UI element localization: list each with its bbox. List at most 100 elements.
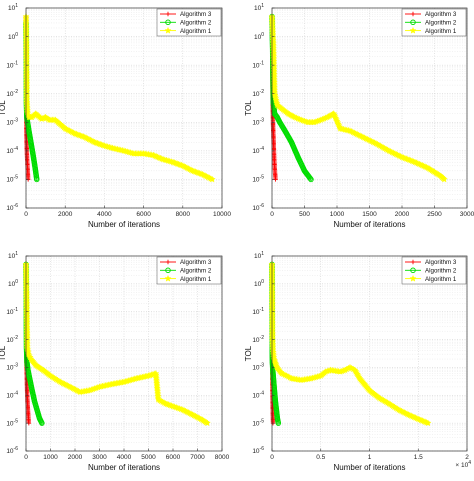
data-point: [34, 176, 40, 183]
x-tick-label: 2: [465, 454, 469, 461]
x-tick-label: 2000: [395, 211, 410, 218]
legend-label: Algorithm 1: [425, 276, 457, 283]
series-star-3: [268, 260, 432, 427]
axes-frame: [25, 7, 223, 209]
y-tick-label: 101: [8, 3, 18, 12]
y-axis-label: TOL: [244, 100, 253, 116]
x-tick-label: 6000: [136, 211, 151, 218]
y-axis-label: TOL: [244, 345, 253, 361]
x-tick-label: 3000: [92, 454, 107, 461]
legend-marker: [410, 11, 416, 17]
data-point: [424, 419, 432, 427]
legend-marker: [164, 26, 172, 34]
y-tick-label: 10-3: [6, 363, 18, 372]
x-tick-label: 0: [270, 211, 274, 218]
legend-marker: [409, 274, 417, 282]
legend-label: Algorithm 2: [180, 20, 212, 27]
y-tick-label: 100: [254, 279, 264, 288]
series-star-3: [22, 12, 216, 183]
x-tick-label: 1500: [362, 211, 377, 218]
x-tick-label: 1.5: [414, 454, 423, 461]
y-tick-label: 10-5: [6, 175, 18, 184]
y-tick-label: 10-1: [6, 307, 18, 316]
x-axis-label: Number of iterations: [333, 463, 405, 472]
x-tick-label: 4000: [117, 454, 132, 461]
x-tick-label: 3000: [460, 211, 474, 218]
legend-marker: [410, 267, 416, 274]
x-tick-label: 500: [299, 211, 310, 218]
x-tick-label: 8000: [176, 211, 191, 218]
legend-label: Algorithm 1: [425, 28, 457, 35]
x-axis-label: Number of iterations: [333, 220, 405, 229]
legend-label: Algorithm 2: [425, 268, 457, 275]
data-point: [307, 175, 314, 182]
subplot-4: 0 0.5 1 1.5 2 10-6 10-5 10-4 10-3 10-2 10-1 100 101 ×…: [244, 251, 471, 472]
y-tick-label: 10-1: [252, 307, 264, 316]
y-tick-label: 10-6: [6, 446, 18, 455]
x-tick-label: 8000: [215, 454, 230, 461]
grid: [25, 7, 223, 209]
legend-label: Algorithm 3: [180, 11, 212, 18]
legend-marker: [165, 11, 171, 17]
data-point: [208, 175, 216, 183]
x-tick-label: 2000: [58, 211, 73, 218]
y-tick-label: 10-3: [6, 117, 18, 126]
y-tick-label: 10-3: [252, 117, 264, 126]
y-axis-label: TOL: [0, 100, 7, 116]
y-tick-label: 10-1: [252, 60, 264, 69]
data-point: [203, 419, 211, 427]
legend-label: Algorithm 2: [425, 20, 457, 27]
y-tick-label: 10-5: [252, 418, 264, 427]
legend-label: Algorithm 3: [425, 11, 457, 18]
legend-marker: [410, 259, 416, 265]
y-tick-label: 10-4: [252, 146, 264, 155]
legend-label: Algorithm 2: [180, 268, 212, 275]
x-tick-label: 2000: [68, 454, 83, 461]
x-tick-label: 10000: [213, 211, 231, 218]
y-tick-label: 10-5: [6, 418, 18, 427]
y-tick-label: 101: [254, 3, 264, 12]
y-tick-label: 101: [8, 251, 18, 260]
x-tick-label: 1: [368, 454, 372, 461]
data-point: [308, 176, 314, 183]
legend-label: Algorithm 3: [425, 259, 457, 266]
legend-marker: [165, 267, 171, 274]
y-tick-label: 10-6: [6, 203, 18, 212]
y-tick-label: 100: [8, 32, 18, 41]
legend-label: Algorithm 1: [180, 276, 212, 283]
y-tick-label: 10-5: [252, 175, 264, 184]
x-tick-label: 6000: [166, 454, 181, 461]
y-axis-label: TOL: [0, 345, 7, 361]
x-tick-label: 0.5: [316, 454, 325, 461]
x-tick-label: 4000: [97, 211, 112, 218]
y-tick-label: 10-4: [6, 390, 18, 399]
y-tick-label: 10-1: [6, 60, 18, 69]
y-tick-label: 10-2: [6, 89, 18, 98]
data-point: [440, 175, 448, 183]
x-tick-label: 1000: [43, 454, 58, 461]
x-axis-label: Number of iterations: [88, 220, 160, 229]
x-tick-label: 2500: [427, 211, 442, 218]
y-tick-label: 10-6: [252, 203, 264, 212]
y-tick-label: 10-2: [252, 335, 264, 344]
legend-label: Algorithm 3: [180, 259, 212, 266]
x-tick-label: 5000: [141, 454, 156, 461]
legend-marker: [165, 259, 171, 265]
x-tick-label: 7000: [190, 454, 205, 461]
legend-label: Algorithm 1: [180, 28, 212, 35]
subplot-3: 0 1000 2000 3000 4000 5000 6000 7000 8000 10-6 10-…: [0, 251, 230, 472]
y-tick-label: 100: [254, 32, 264, 41]
subplot-1: 0 2000 4000 6000 8000 10000 10-6 10-5 10-4 10-3 10…: [0, 3, 231, 229]
series-star-3: [22, 260, 211, 427]
y-tick-label: 101: [254, 251, 264, 260]
y-tick-label: 10-6: [252, 446, 264, 455]
y-tick-label: 10-4: [6, 146, 18, 155]
x-tick-label: 1000: [330, 211, 345, 218]
subplot-2: 0 500 1000 1500 2000 2500 3000 10-6 10-5 10-4 10-3…: [244, 3, 474, 229]
y-tick-label: 10-2: [252, 89, 264, 98]
